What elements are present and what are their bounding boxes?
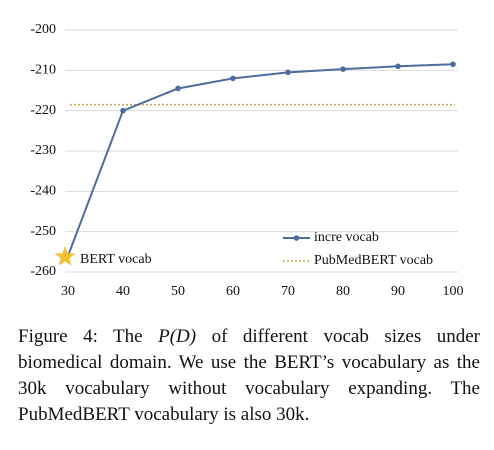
point: [230, 75, 236, 82]
point: [120, 107, 126, 114]
point: [395, 63, 401, 70]
point: [285, 69, 291, 76]
y-tick-label: -260: [30, 264, 56, 279]
point: [175, 85, 181, 92]
caption-text: of different vocab sizes under biomedica…: [18, 326, 481, 425]
x-tick-label: 40: [116, 284, 130, 299]
x-tick-label: 90: [391, 284, 405, 299]
y-tick-label: -210: [30, 63, 56, 78]
x-tick-label: 30: [61, 284, 75, 299]
series-line: [67, 63, 454, 257]
legend-swatch: [293, 235, 300, 241]
legend-label: incre vocab: [314, 230, 379, 245]
caption-math: P(D): [158, 326, 197, 347]
legend-label: PubMedBERT vocab: [314, 253, 433, 268]
y-tick-label: -220: [30, 103, 56, 118]
x-tick-label: 80: [336, 284, 350, 299]
x-tick-label: 50: [171, 284, 185, 299]
caption: Figure 4: The P(D) of different vocab si…: [18, 324, 480, 428]
y-tick-label: -240: [30, 184, 56, 199]
annotation-label: BERT vocab: [80, 252, 152, 267]
x-tick-label: 100: [443, 284, 464, 299]
y-tick-label: -230: [30, 143, 56, 158]
point: [450, 61, 456, 68]
chart: -200 -210 -220 -230 -240 -250 -260 30 40 50 60 70 80…: [30, 22, 464, 299]
point: [340, 66, 346, 72]
caption-text: The: [113, 326, 143, 347]
annotation-star: [54, 245, 76, 266]
x-tick-label: 70: [281, 284, 295, 299]
x-tick-label: 60: [226, 284, 240, 299]
y-tick-label: -250: [30, 224, 56, 239]
caption-label: Figure 4:: [18, 326, 98, 347]
y-tick-label: -200: [30, 22, 56, 37]
